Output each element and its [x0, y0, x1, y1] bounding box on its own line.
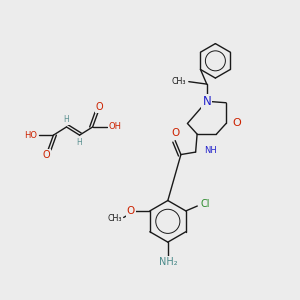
Text: N: N: [202, 95, 211, 108]
Text: NH₂: NH₂: [158, 257, 177, 267]
Text: H: H: [64, 115, 69, 124]
Text: O: O: [96, 103, 103, 112]
Text: O: O: [43, 150, 50, 160]
Text: CH₃: CH₃: [172, 77, 186, 86]
Text: CH₃: CH₃: [107, 214, 122, 224]
Text: O: O: [127, 206, 135, 216]
Text: O: O: [232, 118, 242, 128]
Text: O: O: [171, 128, 179, 138]
Text: Cl: Cl: [200, 199, 210, 208]
Text: NH: NH: [204, 146, 217, 155]
Text: H: H: [77, 138, 82, 147]
Text: HO: HO: [24, 130, 37, 140]
Text: OH: OH: [109, 122, 122, 131]
